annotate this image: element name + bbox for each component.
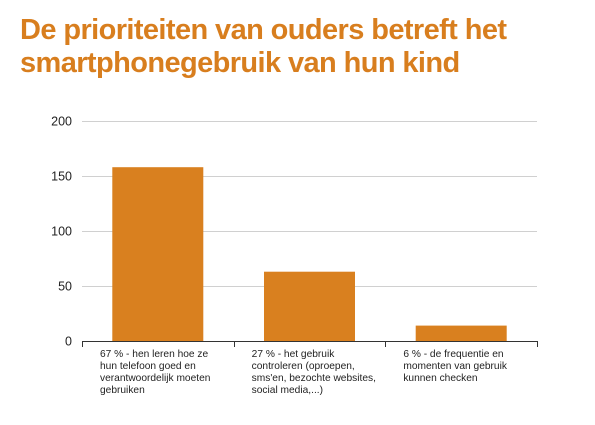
chart-title: De prioriteiten van ouders betreft het s… — [20, 14, 585, 80]
x-category-label-1: 67 % - hen leren hoe ze hun telefoon goe… — [100, 349, 211, 396]
x-category-label-2: 27 % - het gebruik controleren (oproepen… — [251, 349, 376, 396]
bar-1 — [112, 167, 204, 341]
axes — [82, 341, 538, 347]
y-tick-label-3: 150 — [51, 170, 72, 184]
x-category-label-3: 6 % - de frequentie en momenten van gebr… — [403, 349, 507, 384]
bar-3 — [415, 325, 507, 341]
y-tick-label-0: 0 — [65, 335, 72, 349]
chart-title-line-1: De prioriteiten van ouders betreft het — [20, 14, 507, 46]
y-tick-label-2: 100 — [51, 225, 72, 239]
y-tick-label-1: 50 — [58, 280, 72, 294]
y-tick-label-4: 200 — [51, 115, 72, 129]
bar-2 — [264, 271, 355, 341]
y-tick-labels: 0 50 100 150 200 — [51, 115, 72, 349]
chart-title-line-2: smartphonegebruik van hun kind — [20, 47, 460, 79]
bars — [112, 167, 507, 341]
